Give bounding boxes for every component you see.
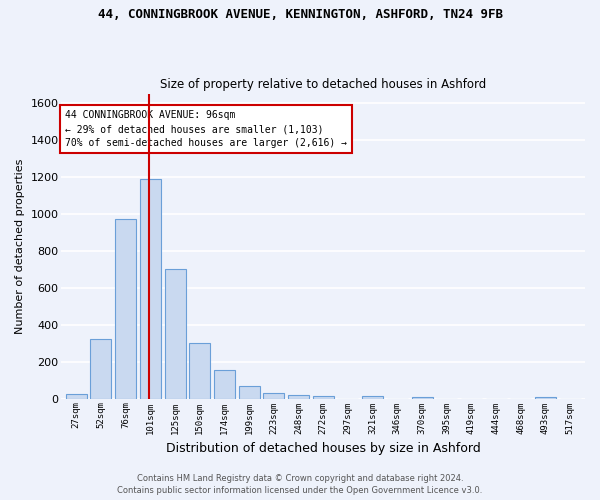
Bar xyxy=(362,396,383,398)
Bar xyxy=(66,394,87,398)
Bar xyxy=(288,395,309,398)
Bar xyxy=(164,269,185,398)
Title: Size of property relative to detached houses in Ashford: Size of property relative to detached ho… xyxy=(160,78,487,91)
Bar xyxy=(263,393,284,398)
Bar xyxy=(189,343,210,398)
X-axis label: Distribution of detached houses by size in Ashford: Distribution of detached houses by size … xyxy=(166,442,481,455)
Y-axis label: Number of detached properties: Number of detached properties xyxy=(15,158,25,334)
Text: 44, CONNINGBROOK AVENUE, KENNINGTON, ASHFORD, TN24 9FB: 44, CONNINGBROOK AVENUE, KENNINGTON, ASH… xyxy=(97,8,503,20)
Bar xyxy=(535,397,556,398)
Bar xyxy=(214,370,235,398)
Bar xyxy=(313,396,334,398)
Text: 44 CONNINGBROOK AVENUE: 96sqm
← 29% of detached houses are smaller (1,103)
70% o: 44 CONNINGBROOK AVENUE: 96sqm ← 29% of d… xyxy=(65,110,347,148)
Bar xyxy=(239,386,260,398)
Text: Contains HM Land Registry data © Crown copyright and database right 2024.
Contai: Contains HM Land Registry data © Crown c… xyxy=(118,474,482,495)
Bar xyxy=(412,397,433,398)
Bar xyxy=(91,338,112,398)
Bar xyxy=(140,178,161,398)
Bar xyxy=(115,220,136,398)
